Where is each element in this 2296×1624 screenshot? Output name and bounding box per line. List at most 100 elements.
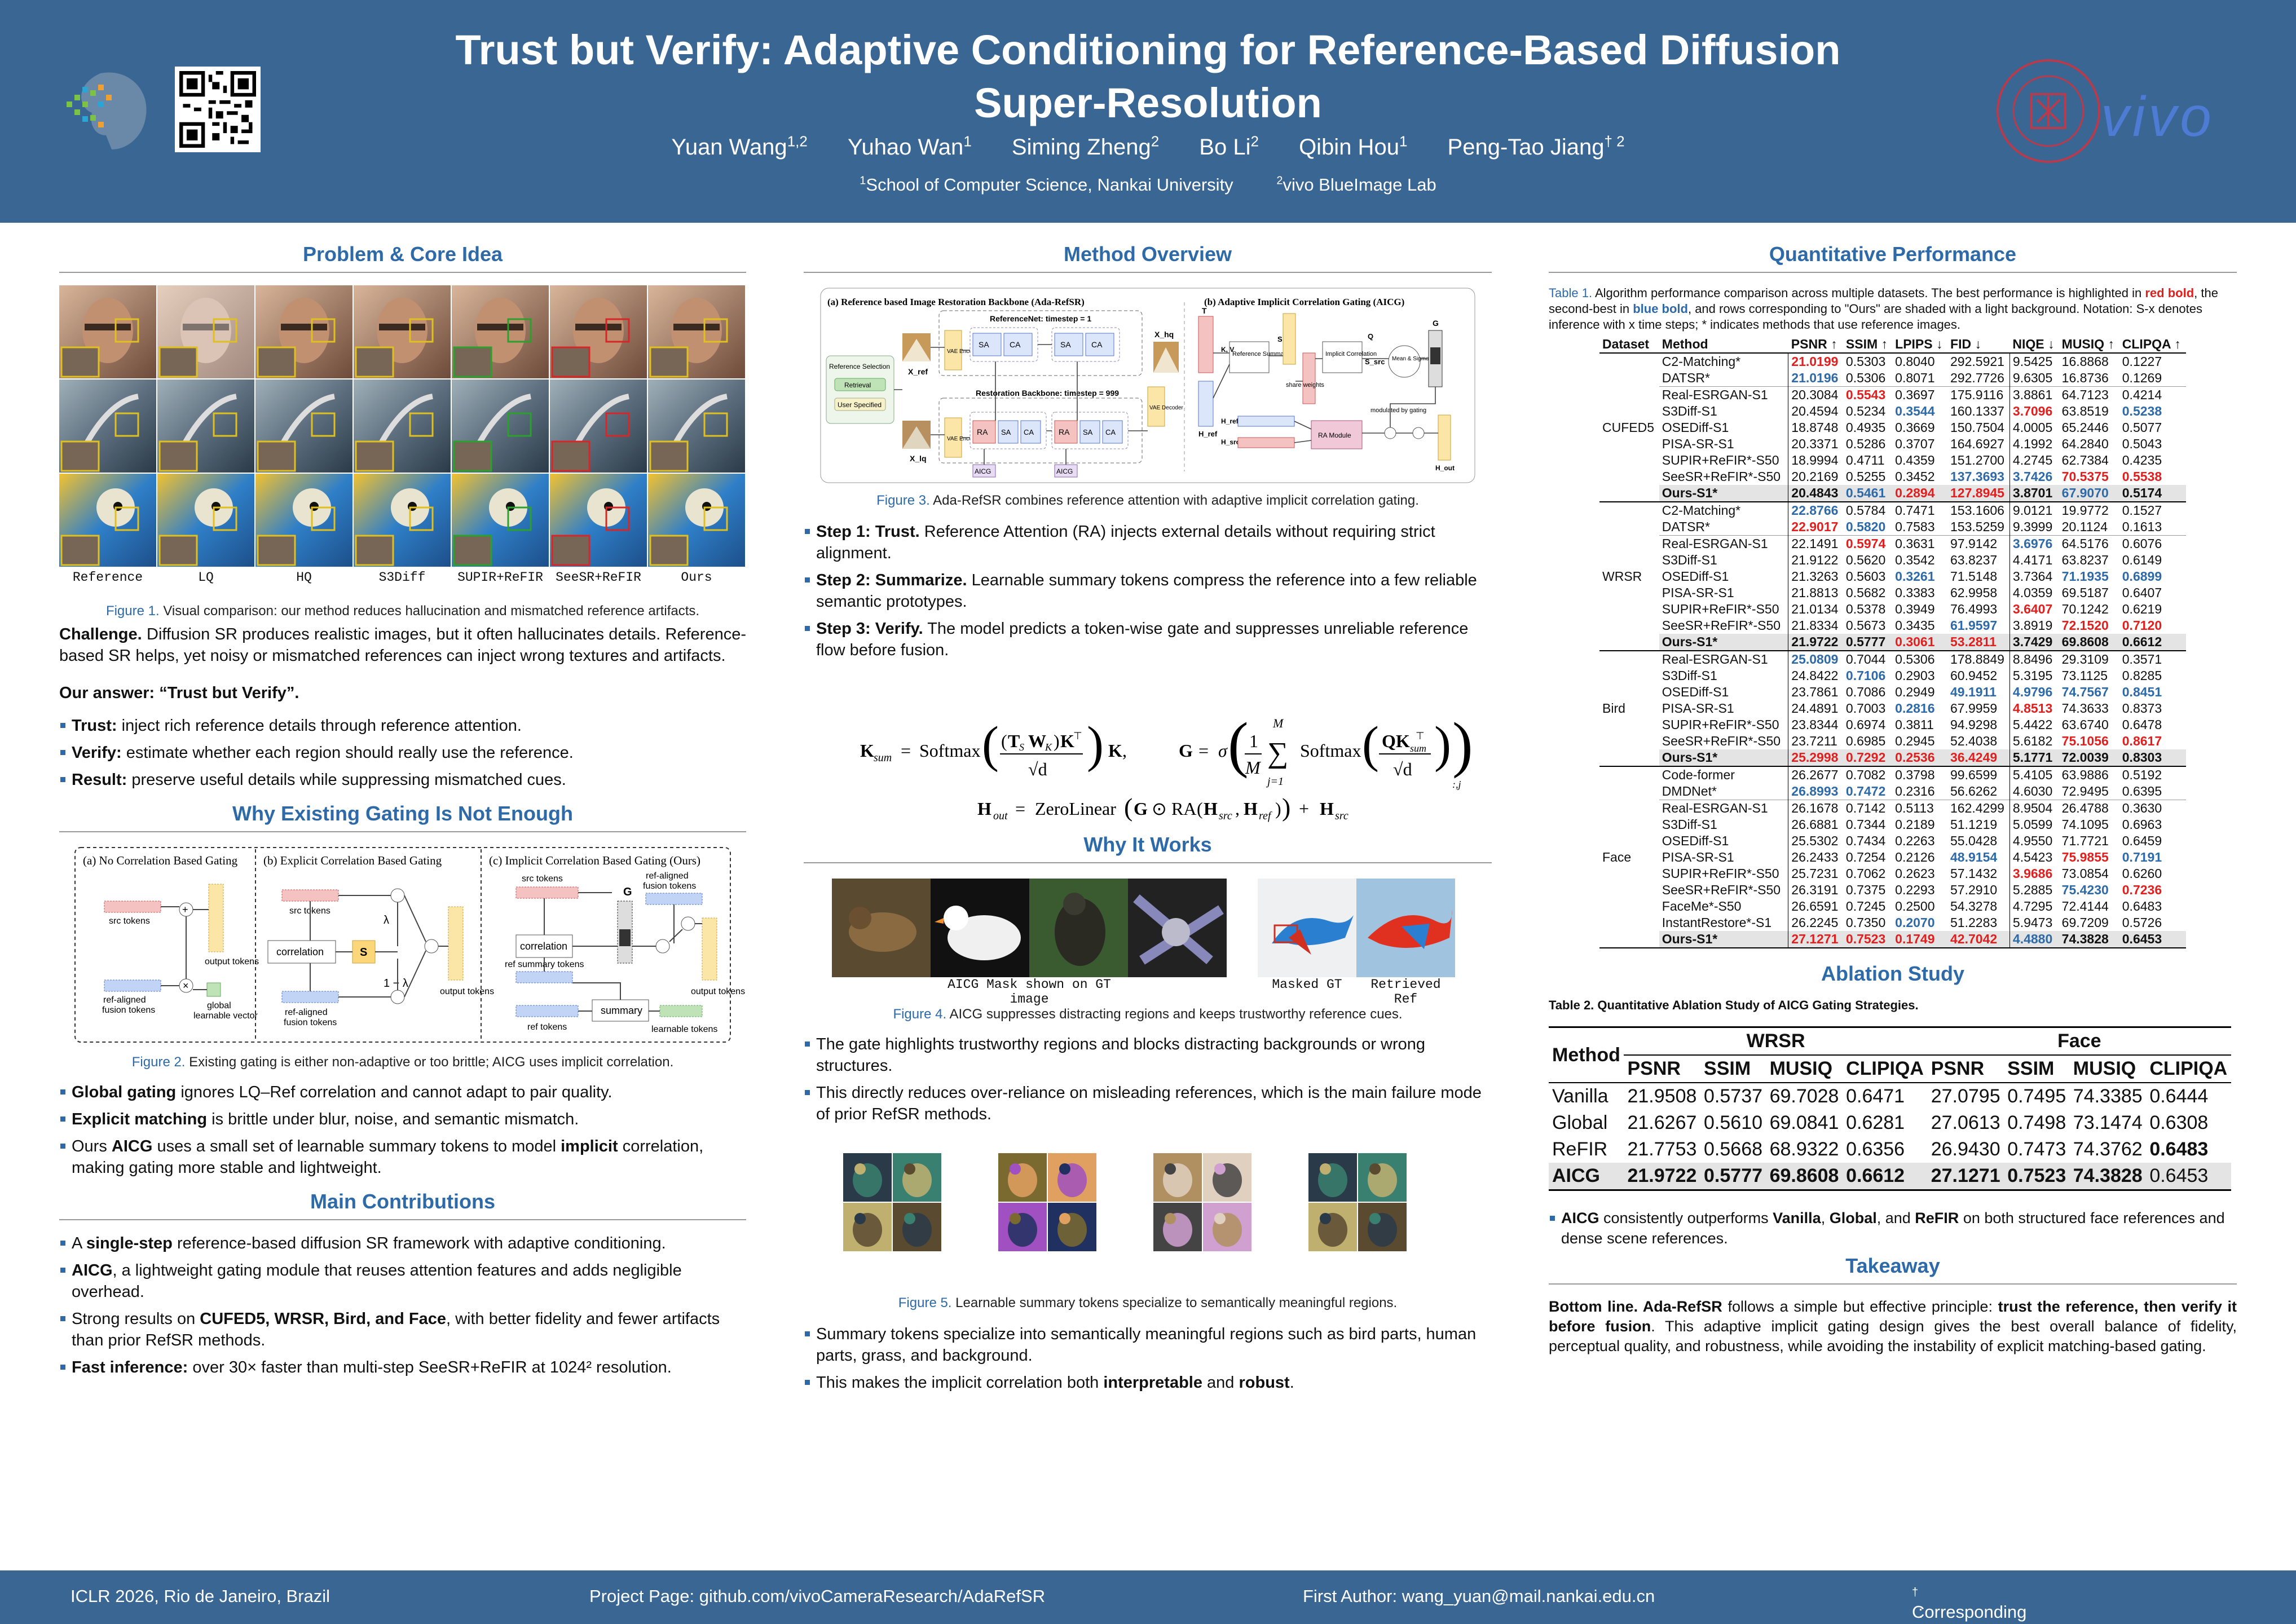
svg-text:H: H [1204, 798, 1218, 819]
first-author-email[interactable]: First Author: wang_yuan@mail.nankai.edu.… [1303, 1586, 1655, 1606]
svg-text:ReferenceNet: timestep = 1: ReferenceNet: timestep = 1 [990, 314, 1091, 323]
method-cell: SUPIR+ReFIR*-S50 [1662, 866, 1779, 881]
svg-text:K: K [860, 740, 874, 761]
corresponding-author-email[interactable]: Corresponding Author†: pt.jiang@vivo.com [1912, 1586, 2061, 1624]
metric-cell: 20.4843 [1788, 485, 1843, 502]
figure-1: Reference LQ HQ S3Diff SUPIR+ReFIR SeeSR… [59, 285, 746, 590]
author: Bo Li2 [1199, 133, 1259, 160]
metric-cell: 0.4235 [2122, 453, 2162, 467]
metric-cell: 5.4105 [2009, 766, 2059, 783]
svg-text:SA: SA [1060, 340, 1071, 349]
table-row: Vanilla 21.9508 0.5737 69.7028 0.6471 27.0795… [1549, 1083, 2231, 1110]
metric-cell: 0.4711 [1845, 453, 1885, 467]
list-item: Global gating ignores LQ–Ref correlation… [59, 1082, 746, 1103]
svg-text:(b) Adaptive Implicit Correlat: (b) Adaptive Implicit Correlation Gating… [1204, 297, 1404, 307]
column-header: MUSIQ ↑ [2059, 336, 2119, 354]
metric-cell: 0.3571 [2122, 652, 2162, 667]
metric-cell: 4.4880 [2009, 931, 2059, 948]
metric-cell: 64.2840 [2061, 436, 2109, 451]
metric-cell: 3.8701 [2009, 485, 2059, 502]
metric-cell: 0.7003 [1845, 701, 1886, 716]
metric-cell: 0.5620 [1845, 553, 1886, 567]
metric-cell: 0.7473 [2007, 1138, 2066, 1160]
metric-cell: 70.5375 [2061, 469, 2109, 484]
list-item: The gate highlights trustworthy regions … [804, 1034, 1492, 1076]
svg-text:(: ( [1228, 710, 1249, 779]
token-map-thumbnail [998, 1203, 1047, 1251]
nankai-university-seal-icon [1997, 59, 2100, 163]
list-item: This makes the implicit correlation both… [804, 1372, 1492, 1393]
comparison-thumbnail [255, 379, 352, 473]
core-idea-list: Trust: inject rich reference details thr… [59, 715, 746, 791]
metric-cell: 0.6985 [1845, 734, 1886, 748]
metric-cell: 0.7292 [1843, 749, 1893, 766]
metric-cell: 26.9430 [1931, 1138, 2000, 1160]
metric-cell: 0.4359 [1895, 453, 1935, 467]
metric-cell: 150.7504 [1950, 420, 2004, 435]
token-map-thumbnail [1048, 1203, 1096, 1251]
method-cell: PISA-SR-S1 [1662, 436, 1734, 451]
qr-code-icon [175, 67, 261, 152]
method-cell: Global [1552, 1112, 1608, 1133]
metric-cell: 9.3999 [2009, 519, 2059, 536]
metric-cell: 60.9452 [1950, 668, 1998, 683]
metric-cell: 0.4935 [1845, 420, 1886, 435]
svg-text:RA: RA [977, 427, 988, 436]
column-header: FID ↓ [1947, 336, 2010, 354]
svg-text:H_src: H_src [1221, 438, 1240, 446]
metric-cell: 76.4993 [1950, 602, 1998, 616]
method-cell: SUPIR+ReFIR*-S50 [1662, 453, 1779, 467]
metric-cell: 0.7495 [2007, 1085, 2066, 1107]
metric-cell: 3.7096 [2009, 403, 2059, 420]
metric-cell: 18.9994 [1788, 452, 1843, 469]
method-cell: C2-Matching* [1662, 354, 1741, 369]
svg-text:=: = [1198, 740, 1209, 761]
metric-cell: 72.4144 [2061, 899, 2109, 914]
svg-text:share weights: share weights [1286, 382, 1324, 389]
project-page-link[interactable]: Project Page: github.com/vivoCameraResea… [589, 1586, 1046, 1606]
metric-cell: 137.3693 [1950, 469, 2004, 484]
svg-text:∑: ∑ [1267, 737, 1288, 769]
metric-cell: 20.3084 [1788, 386, 1843, 403]
method-cell: FaceMe*-S50 [1662, 899, 1742, 914]
table-row: InstantRestore*-S1 26.2245 0.7350 0.2070 51.… [1599, 915, 2186, 931]
metric-cell: 0.8303 [2119, 749, 2186, 766]
metric-cell: 26.2433 [1788, 849, 1843, 866]
metric-cell: 64.7123 [2061, 387, 2109, 402]
svg-text:CA: CA [1091, 340, 1103, 349]
results-table: Dataset Method PSNR ↑ SSIM ↑ LPIPS ↓ FID ↓ NIQ… [1599, 336, 2186, 948]
svg-text:S: S [1277, 335, 1283, 343]
metric-cell: 5.0599 [2009, 817, 2059, 833]
section-title: Why Existing Gating Is Not Enough [59, 802, 746, 832]
svg-text:SA: SA [1001, 428, 1011, 436]
metric-cell: 0.5777 [1843, 634, 1893, 651]
table-row: S3Diff-S1 26.6881 0.7344 0.2189 51.1219 5.059… [1599, 817, 2186, 833]
svg-text:T: T [1202, 306, 1207, 315]
svg-text:src tokens: src tokens [109, 916, 150, 926]
method-cell: Real-ESRGAN-S1 [1662, 536, 1768, 551]
author: Qibin Hou1 [1299, 133, 1408, 160]
author: Yuhao Wan1 [847, 133, 972, 160]
svg-text:⊤: ⊤ [1416, 730, 1425, 742]
metric-cell: 0.5238 [2122, 404, 2162, 418]
metric-cell: 5.2885 [2009, 882, 2059, 898]
metric-cell: 0.7086 [1845, 685, 1886, 699]
metric-cell: 21.9508 [1627, 1085, 1697, 1107]
gating-comparison-diagram: (a) No Correlation Based Gating (b) Expl… [74, 847, 745, 1043]
metric-cell: 73.1125 [2061, 668, 2108, 683]
metric-cell: 4.6030 [2009, 783, 2059, 800]
svg-text:out: out [993, 810, 1008, 822]
metric-cell: 25.2998 [1788, 749, 1843, 766]
svg-text:σ: σ [1218, 740, 1228, 761]
table-row: SUPIR+ReFIR*-S50 23.8344 0.6974 0.3811 94.92… [1599, 717, 2186, 733]
metric-cell: 0.6612 [2119, 634, 2186, 651]
svg-text:⊤: ⊤ [1073, 730, 1082, 742]
comparison-thumbnail [59, 474, 156, 567]
svg-text:Softmax: Softmax [1300, 740, 1361, 761]
metric-cell: 0.2816 [1895, 701, 1935, 716]
svg-text:1 − λ: 1 − λ [384, 977, 408, 990]
metric-cell: 5.6182 [2009, 733, 2059, 749]
figure-1-labels: Reference LQ HQ S3Diff SUPIR+ReFIR SeeSR… [59, 570, 746, 589]
metric-cell: 3.8919 [2009, 617, 2059, 634]
metric-cell: 0.2894 [1892, 485, 1948, 502]
